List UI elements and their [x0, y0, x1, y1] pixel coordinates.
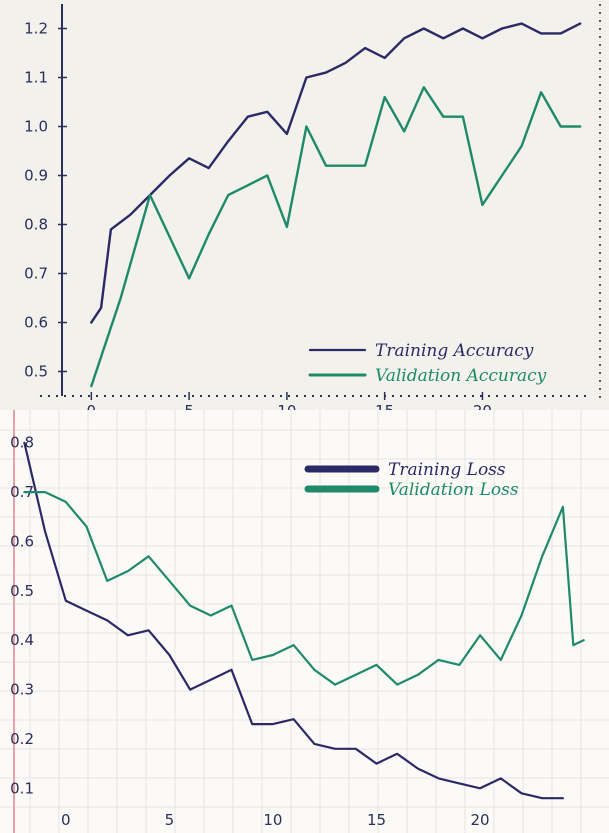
- y-tick-label: 0.3: [10, 681, 34, 699]
- y-tick-label: 1.2: [24, 20, 48, 38]
- x-tick-label: 5: [165, 811, 175, 829]
- y-tick-label: 0.4: [10, 631, 34, 649]
- y-tick-label: 0.8: [24, 216, 48, 234]
- y-tick-label: 1.1: [24, 69, 48, 87]
- y-tick-label: 0.5: [24, 363, 48, 381]
- x-tick-label: 0: [61, 811, 71, 829]
- series-line-validation: [23, 490, 585, 686]
- x-tick-label: 15: [375, 402, 394, 410]
- legend-label: Training Accuracy: [375, 341, 534, 361]
- accuracy-chart-panel: 0.5 0.6 0.7 0.8 0.9 1.0 1.1 1.2 0 5 10 15 20 Trainin…: [0, 0, 609, 410]
- x-tick-label: 15: [367, 811, 386, 829]
- y-tick-label: 0.7: [10, 483, 34, 501]
- series-line-training: [23, 441, 565, 800]
- y-tick-label: 0.6: [24, 314, 48, 332]
- loss-chart-panel: 0.1 0.2 0.3 0.4 0.5 0.6 0.7 0.8 0 5 10 15 20 Trainin…: [0, 410, 609, 833]
- legend-label: Validation Accuracy: [375, 366, 547, 386]
- legend-label: Validation Loss: [388, 480, 519, 500]
- y-tick-label: 0.6: [10, 532, 34, 550]
- x-tick-label: 20: [471, 811, 490, 829]
- y-tick-label: 1.0: [24, 118, 48, 136]
- x-tick-label: 0: [87, 402, 97, 410]
- y-tick-label: 0.9: [24, 167, 48, 185]
- loss-chart: 0.1 0.2 0.3 0.4 0.5 0.6 0.7 0.8 0 5 10 15 20 Trainin…: [0, 410, 609, 833]
- y-tick-label: 0.7: [24, 265, 48, 283]
- y-tick-label: 0.1: [10, 779, 34, 797]
- y-tick-label: 0.5: [10, 582, 34, 600]
- x-tick-label: 10: [277, 402, 296, 410]
- x-tick-label: 5: [184, 402, 194, 410]
- x-tick-label: 20: [473, 402, 492, 410]
- accuracy-chart: 0.5 0.6 0.7 0.8 0.9 1.0 1.1 1.2 0 5 10 15 20 Trainin…: [24, 4, 601, 410]
- y-tick-label: 0.8: [10, 434, 34, 452]
- series-line-validation: [90, 86, 582, 388]
- series-line-training: [90, 22, 582, 324]
- y-tick-label: 0.2: [10, 730, 34, 748]
- legend-label: Training Loss: [388, 460, 506, 480]
- x-tick-label: 10: [263, 811, 282, 829]
